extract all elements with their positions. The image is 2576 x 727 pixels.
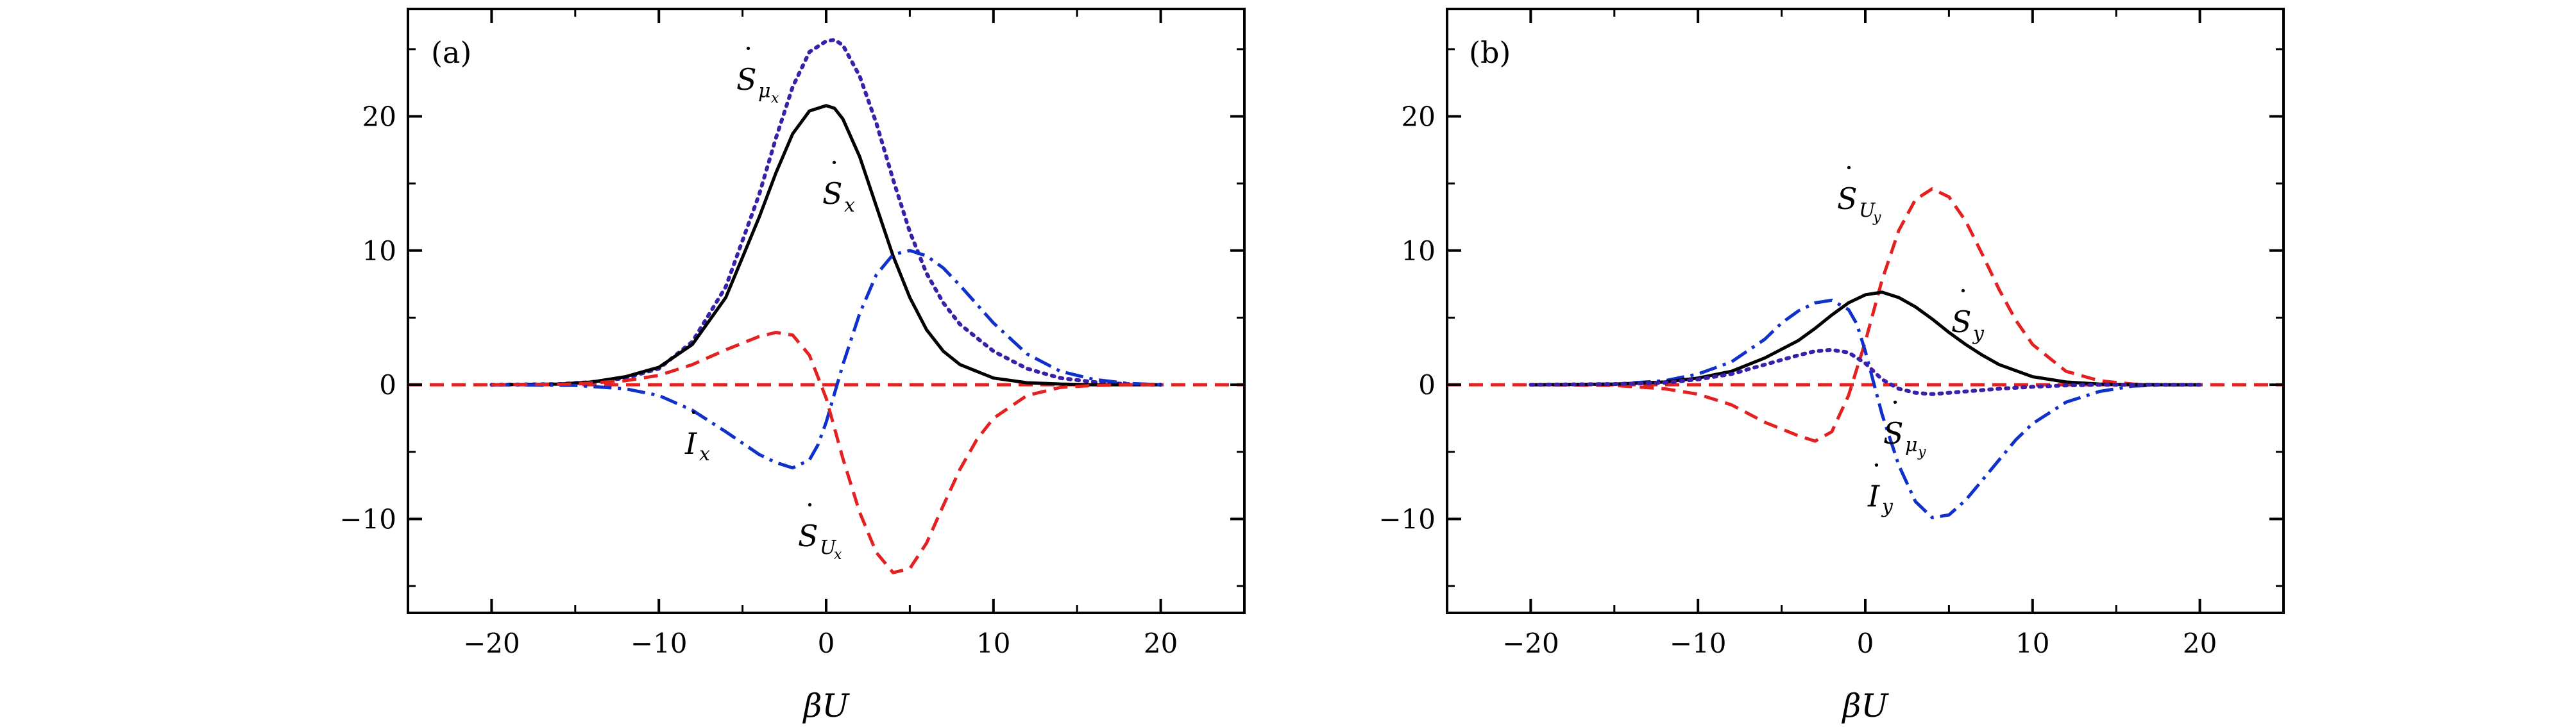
series-line-i (491, 249, 1161, 470)
svg-text:y: y (1881, 496, 1894, 518)
annotation-a-s-mu-x: S ˙ μ x (736, 42, 779, 106)
y-tick-label: 20 (362, 101, 396, 132)
y-tick-label: −10 (339, 503, 396, 535)
svg-text:y: y (1872, 210, 1881, 226)
svg-text:x: x (834, 547, 842, 563)
series-line-s (491, 104, 1161, 387)
svg-text:I: I (684, 426, 697, 461)
svg-text:x: x (844, 194, 855, 217)
series-line-i (1530, 298, 2200, 519)
svg-text:y: y (1917, 444, 1926, 460)
panel-b-curves (1447, 187, 2284, 519)
svg-text:S: S (1883, 416, 1904, 451)
panel-a-ticks: −20 −10 0 10 20 −10 0 10 20 (339, 9, 1246, 659)
y-tick-label: 10 (1402, 235, 1436, 267)
y-tick-label: 10 (362, 235, 396, 267)
x-tick-label: 0 (1857, 628, 1874, 659)
svg-text:S: S (798, 519, 818, 553)
svg-text:x: x (699, 443, 710, 465)
svg-text:S: S (1837, 181, 1858, 216)
svg-text:U: U (820, 537, 837, 559)
x-tick-label: −10 (1670, 628, 1727, 659)
series-line-s (1530, 290, 2200, 387)
svg-text:y: y (1972, 322, 1985, 345)
annotation-a-i-x: I ˙ x (684, 406, 710, 465)
annotation-a-s-u-x: S ˙ U x (798, 498, 842, 563)
x-tick-label: −10 (631, 628, 688, 659)
panel-b: −20 −10 0 10 20 −10 0 10 20 (b) βU S ˙ U y S ˙ y… (1378, 8, 2285, 724)
series-line-s-u (491, 331, 1161, 574)
annotation-a-s-x: S ˙ x (822, 156, 855, 217)
panel-a-label: (a) (431, 35, 471, 70)
annotation-b-i-y: I ˙ y (1867, 458, 1894, 518)
annotation-b-s-y: S ˙ y (1951, 284, 1985, 345)
panel-a-xlabel: βU (802, 687, 850, 724)
panel-b-xlabel: βU (1841, 687, 1889, 724)
panel-a-frame (407, 8, 1246, 614)
svg-text:S: S (1951, 305, 1972, 339)
svg-text:˙: ˙ (1956, 284, 1970, 319)
series-line-s-mu (489, 38, 1163, 387)
x-tick-label: 20 (2183, 628, 2217, 659)
y-tick-label: 0 (379, 369, 396, 401)
x-tick-label: 10 (2015, 628, 2049, 659)
svg-text:μ: μ (1905, 434, 1918, 456)
y-tick-label: 20 (1402, 101, 1436, 132)
svg-text:˙: ˙ (827, 156, 842, 190)
panel-a: −20 −10 0 10 20 −10 0 10 20 (a) βU S ˙ μ x S ˙ x… (339, 8, 1246, 724)
x-tick-label: 10 (976, 628, 1010, 659)
annotation-b-s-u-y: S ˙ U y (1837, 161, 1881, 226)
panel-a-curves (408, 38, 1244, 574)
svg-text:˙: ˙ (802, 498, 817, 533)
svg-text:S: S (822, 176, 843, 211)
svg-text:S: S (736, 62, 757, 97)
panel-b-ticks: −20 −10 0 10 20 −10 0 10 20 (1378, 9, 2285, 659)
x-tick-label: 0 (818, 628, 835, 659)
panel-b-frame (1446, 8, 2285, 614)
svg-text:x: x (771, 90, 779, 106)
series-line-s-u (1530, 187, 2200, 443)
x-tick-label: −20 (1502, 628, 1559, 659)
svg-text:μ: μ (758, 80, 771, 103)
y-tick-label: 0 (1418, 369, 1436, 401)
svg-text:I: I (1867, 479, 1880, 514)
svg-text:˙: ˙ (1842, 161, 1856, 196)
svg-text:˙: ˙ (1888, 396, 1902, 430)
svg-text:˙: ˙ (1869, 458, 1884, 493)
x-tick-label: 20 (1144, 628, 1178, 659)
series-line-s-mu (1529, 347, 2202, 396)
panel-b-label: (b) (1469, 35, 1511, 70)
y-tick-label: −10 (1378, 503, 1436, 535)
annotation-b-s-mu-y: S ˙ μ y (1883, 396, 1926, 460)
svg-text:˙: ˙ (686, 406, 701, 440)
svg-text:˙: ˙ (741, 42, 756, 76)
x-tick-label: −20 (463, 628, 520, 659)
svg-text:U: U (1859, 199, 1876, 222)
